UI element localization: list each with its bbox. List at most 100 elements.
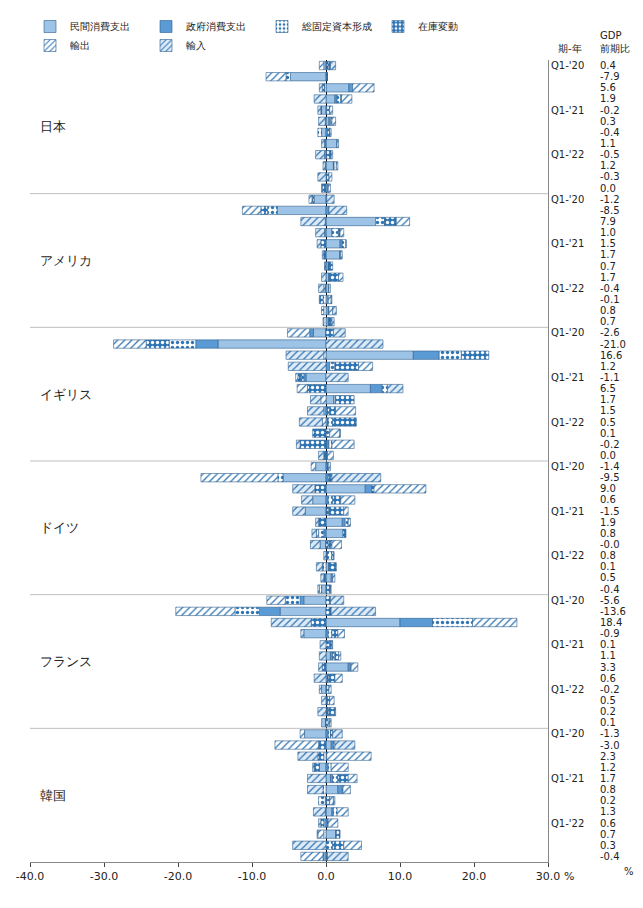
svg-text:Q1-'22: Q1-'22: [551, 149, 584, 160]
svg-text:30.0: 30.0: [536, 870, 561, 883]
svg-text:-1.2: -1.2: [600, 194, 620, 205]
svg-text:-13.6: -13.6: [600, 606, 626, 617]
svg-text:0.6: 0.6: [600, 818, 616, 829]
svg-text:Q1-'21: Q1-'21: [551, 372, 584, 383]
svg-text:-0.3: -0.3: [600, 171, 620, 182]
svg-text:-0.2: -0.2: [600, 684, 620, 695]
svg-text:1.7: 1.7: [600, 272, 616, 283]
svg-text:18.4: 18.4: [600, 617, 622, 628]
svg-text:0.4: 0.4: [600, 60, 616, 71]
svg-text:-1.4: -1.4: [600, 461, 620, 472]
svg-text:Q1-'21: Q1-'21: [551, 105, 584, 116]
svg-text:0.2: 0.2: [600, 795, 616, 806]
svg-text:アメリカ: アメリカ: [40, 253, 92, 268]
svg-text:イギリス: イギリス: [40, 387, 92, 402]
svg-text:Q1-'22: Q1-'22: [551, 818, 584, 829]
svg-text:Q1-'22: Q1-'22: [551, 417, 584, 428]
svg-text:1.2: 1.2: [600, 160, 616, 171]
svg-text:0.3: 0.3: [600, 840, 616, 851]
svg-text:-2.6: -2.6: [600, 327, 620, 338]
svg-text:1.0: 1.0: [600, 227, 616, 238]
svg-text:0.6: 0.6: [600, 494, 616, 505]
svg-text:Q1-'20: Q1-'20: [551, 194, 584, 205]
svg-text:Q1-'21: Q1-'21: [551, 773, 584, 784]
svg-text:6.5: 6.5: [600, 383, 616, 394]
svg-text:-10.0: -10.0: [238, 870, 266, 883]
svg-text:Q1-'20: Q1-'20: [551, 461, 584, 472]
svg-text:0.5: 0.5: [600, 572, 616, 583]
svg-text:-5.6: -5.6: [600, 595, 620, 606]
svg-text:在庫変動: 在庫変動: [418, 21, 458, 32]
svg-text:-3.0: -3.0: [600, 740, 620, 751]
svg-text:5.6: 5.6: [600, 82, 616, 93]
svg-text:-0.2: -0.2: [600, 439, 620, 450]
svg-text:フランス: フランス: [40, 654, 92, 669]
svg-text:政府消費支出: 政府消費支出: [186, 21, 246, 32]
svg-text:-9.5: -9.5: [600, 472, 620, 483]
svg-text:日本: 日本: [40, 119, 66, 134]
svg-text:Q1-'20: Q1-'20: [551, 728, 584, 739]
svg-text:-0.4: -0.4: [600, 127, 620, 138]
svg-text:%: %: [564, 870, 574, 883]
svg-text:20.0: 20.0: [462, 870, 487, 883]
svg-text:0.6: 0.6: [600, 673, 616, 684]
svg-text:1.9: 1.9: [600, 517, 616, 528]
svg-text:Q1-'20: Q1-'20: [551, 60, 584, 71]
svg-text:Q1-'21: Q1-'21: [551, 639, 584, 650]
svg-text:3.3: 3.3: [600, 662, 616, 673]
svg-text:-20.0: -20.0: [164, 870, 192, 883]
svg-text:-7.9: -7.9: [600, 71, 620, 82]
svg-text:Q1-'22: Q1-'22: [551, 283, 584, 294]
svg-text:輸入: 輸入: [186, 40, 206, 51]
svg-text:0.0: 0.0: [600, 450, 616, 461]
svg-text:期-年: 期-年: [558, 43, 582, 54]
svg-text:1.5: 1.5: [600, 405, 616, 416]
svg-text:-40.0: -40.0: [16, 870, 44, 883]
svg-text:-30.0: -30.0: [90, 870, 118, 883]
svg-text:0.1: 0.1: [600, 428, 616, 439]
svg-text:Q1-'20: Q1-'20: [551, 327, 584, 338]
svg-text:1.7: 1.7: [600, 249, 616, 260]
svg-text:韓国: 韓国: [40, 788, 66, 803]
svg-text:0.0: 0.0: [600, 183, 616, 194]
svg-text:-0.4: -0.4: [600, 283, 620, 294]
svg-text:1.3: 1.3: [600, 806, 616, 817]
svg-text:1.7: 1.7: [600, 773, 616, 784]
svg-text:1.9: 1.9: [600, 93, 616, 104]
svg-text:0.7: 0.7: [600, 829, 616, 840]
svg-text:輸出: 輸出: [70, 40, 90, 51]
svg-text:9.0: 9.0: [600, 483, 616, 494]
svg-text:2.3: 2.3: [600, 751, 616, 762]
svg-text:Q1-'21: Q1-'21: [551, 238, 584, 249]
svg-text:%: %: [624, 866, 634, 877]
svg-text:-1.1: -1.1: [600, 372, 620, 383]
svg-text:1.2: 1.2: [600, 361, 616, 372]
svg-text:-0.4: -0.4: [600, 584, 620, 595]
svg-text:0.5: 0.5: [600, 695, 616, 706]
svg-text:0.5: 0.5: [600, 417, 616, 428]
svg-text:1.1: 1.1: [600, 138, 616, 149]
svg-text:7.9: 7.9: [600, 216, 616, 227]
svg-text:0.2: 0.2: [600, 706, 616, 717]
svg-text:1.7: 1.7: [600, 394, 616, 405]
svg-text:0.8: 0.8: [600, 784, 616, 795]
svg-text:-8.5: -8.5: [600, 205, 620, 216]
svg-text:0.8: 0.8: [600, 550, 616, 561]
svg-text:-21.0: -21.0: [600, 339, 626, 350]
svg-text:ドイツ: ドイツ: [40, 520, 79, 535]
svg-text:0.1: 0.1: [600, 717, 616, 728]
svg-text:-1.5: -1.5: [600, 506, 620, 517]
svg-text:-0.5: -0.5: [600, 149, 620, 160]
svg-text:総固定資本形成: 総固定資本形成: [301, 21, 372, 32]
svg-text:-0.0: -0.0: [600, 539, 620, 550]
svg-text:1.5: 1.5: [600, 238, 616, 249]
svg-text:-1.3: -1.3: [600, 728, 620, 739]
svg-text:-0.9: -0.9: [600, 628, 620, 639]
svg-text:0.3: 0.3: [600, 116, 616, 127]
svg-text:0.1: 0.1: [600, 639, 616, 650]
svg-text:GDP前期比: GDP前期比: [600, 30, 630, 54]
svg-text:16.6: 16.6: [600, 350, 622, 361]
svg-text:-0.4: -0.4: [600, 851, 620, 862]
svg-text:0.1: 0.1: [600, 561, 616, 572]
svg-text:10.0: 10.0: [388, 870, 413, 883]
